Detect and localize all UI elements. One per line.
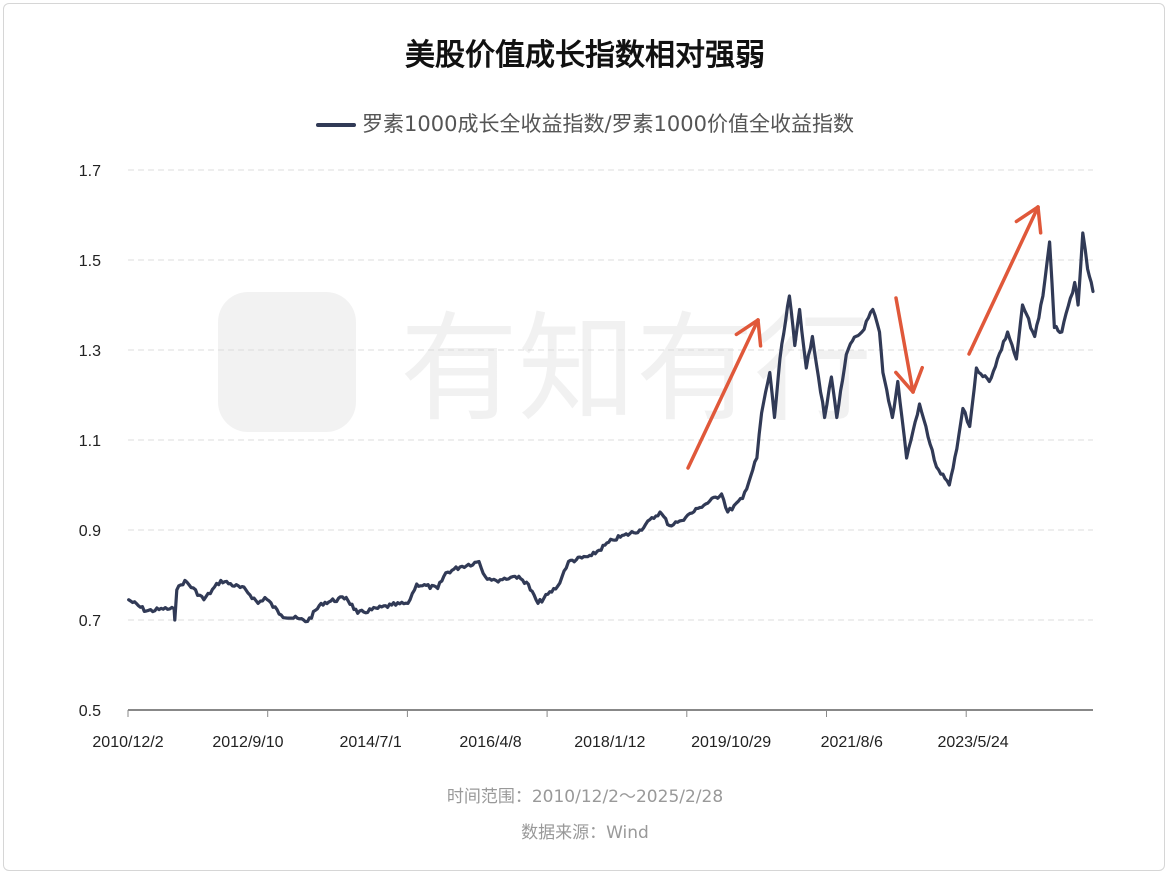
x-tick-label: 2021/8/6 bbox=[821, 734, 883, 751]
arrow-shaft bbox=[967, 205, 1040, 356]
y-tick-label: 0.9 bbox=[79, 523, 101, 540]
x-tick-label: 2010/12/2 bbox=[92, 734, 163, 751]
x-tick-label: 2023/5/24 bbox=[937, 734, 1008, 751]
y-tick-label: 0.7 bbox=[79, 613, 101, 630]
chart-title: 美股价值成长指数相对强弱 bbox=[405, 38, 765, 73]
y-tick-label: 1.3 bbox=[79, 343, 101, 360]
arrow-shaft bbox=[894, 296, 915, 394]
down-arrow-2022-icon bbox=[894, 296, 924, 394]
arrow-shaft bbox=[686, 318, 760, 470]
time-range-note: 时间范围：2010/12/2～2025/2/28 bbox=[446, 787, 724, 807]
arrow-head bbox=[894, 370, 915, 394]
x-tick-label: 2012/9/10 bbox=[212, 734, 283, 751]
arrow-head bbox=[1036, 205, 1043, 235]
legend-swatch bbox=[316, 123, 357, 127]
x-tick-label: 2014/7/1 bbox=[339, 734, 401, 751]
up-arrow-2019-2020-icon bbox=[686, 318, 763, 470]
chart-frame bbox=[3, 3, 1165, 871]
arrow-head bbox=[911, 365, 924, 394]
y-tick-label: 0.5 bbox=[79, 703, 101, 720]
y-tick-label: 1.1 bbox=[79, 433, 101, 450]
watermark-logo-icon bbox=[218, 292, 356, 432]
up-arrow-2023-2024-icon bbox=[967, 205, 1043, 356]
x-tick-label: 2019/10/29 bbox=[691, 734, 771, 751]
legend: 罗素1000成长全收益指数/罗素1000价值全收益指数 bbox=[0, 108, 1170, 138]
y-tick-label: 1.5 bbox=[79, 253, 101, 270]
arrow-head bbox=[1014, 205, 1040, 224]
y-tick-label: 1.7 bbox=[79, 163, 101, 180]
x-tick-label: 2016/4/8 bbox=[459, 734, 521, 751]
series-line bbox=[127, 231, 1095, 624]
source-note: 数据来源：Wind bbox=[521, 823, 649, 843]
arrow-head bbox=[734, 318, 760, 337]
arrow-head bbox=[756, 318, 763, 348]
legend-label: 罗素1000成长全收益指数/罗素1000价值全收益指数 bbox=[362, 112, 854, 136]
x-tick-label: 2018/1/12 bbox=[574, 734, 645, 751]
